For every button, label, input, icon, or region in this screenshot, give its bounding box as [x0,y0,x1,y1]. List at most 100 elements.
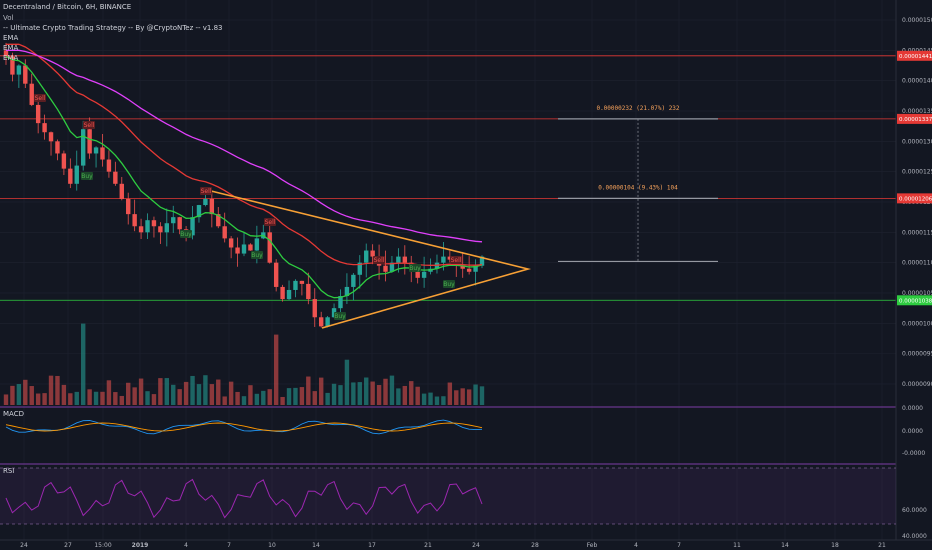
volume-bar [293,387,298,405]
volume-bar [409,381,414,405]
candle-body [318,317,324,327]
candle-body [10,56,15,75]
candle-body [87,129,92,154]
volume-bar [364,377,369,405]
triangle-pattern [206,189,532,329]
candle-body [222,226,227,239]
signal-badge [450,256,462,264]
time-axis: 24 27 15:00 2019 4 7 10 14 17 21 24 28 Feb 4 7 11 14 18 21 [20,542,886,549]
candle-body [351,274,356,287]
volume-bar [80,323,86,405]
volume-bar [473,384,478,405]
volume-bar [273,334,279,405]
time-tick-label: 14 [781,542,789,549]
volume-bar [306,376,311,405]
time-tick-label: 11 [733,542,741,549]
candle-body [447,256,453,260]
price-tick-label: 0.00001100 [902,260,932,267]
volume-bar [93,391,99,405]
volume-bar [23,379,28,405]
time-tick-label: 14 [312,542,320,549]
price-tick-label: 0.00001000 [902,320,932,327]
volume-bar [280,396,285,405]
volume-bar [441,396,446,405]
volume-bar [87,389,92,405]
volume-bar [158,378,163,405]
volume-bar [171,384,176,405]
ema-label-1: EMA [3,34,19,42]
chart-title: Decentraland / Bitcoin, 6H, BINANCE [3,3,132,11]
signal-badge [81,172,93,180]
price-tick-label: 0.00001500 [902,17,932,24]
candle-body [93,147,99,154]
price-tick-label: 0.00001250 [902,169,932,176]
ema-slow-line [6,49,483,243]
signal-label: Buy [443,281,455,288]
candle-body [80,129,86,166]
volume-bar [383,378,388,405]
candle-body [113,171,118,184]
volume-bar [434,396,440,405]
volume-bar [138,378,144,405]
volume-bar [190,375,195,405]
volume-bar [428,392,433,405]
candle-body [267,232,272,263]
candle-body [74,165,79,184]
candle-body [61,153,67,169]
volume-bar [241,396,247,405]
macd-signal-line [5,422,483,432]
volume-bar [338,385,343,405]
candle-body [35,104,41,124]
candle-body [203,198,208,206]
candle-body [29,83,34,105]
signal-badge [83,121,95,129]
candle-body [466,268,472,272]
candle-body [16,65,22,75]
volume-bar [222,396,227,405]
candle-body [164,223,170,233]
volume-bar [370,381,375,405]
rsi-tick-label: 60.0000 [902,507,927,514]
volume-bar [254,393,260,405]
volume-bar [216,379,221,405]
triangle-lines [206,189,532,329]
candle-body [293,280,298,290]
volume-bar [164,378,170,405]
volume-bar [126,382,131,405]
time-tick-label: 24 [20,542,28,549]
volume-bar [10,385,15,405]
candle-body [151,220,157,227]
volume-bar [466,389,472,405]
measure-label-1: 0.00000232 (21.07%) 232 [596,105,679,112]
signal-badge [334,312,346,320]
candle-body [126,198,131,215]
grid [0,0,896,540]
volume-bar [183,381,189,405]
volume-bar [331,383,337,405]
time-tick-label: 4 [184,542,188,549]
candle-body [344,286,350,297]
ema-lines [5,43,483,299]
time-tick-label: 15:00 [94,542,111,549]
candle-body [389,262,395,272]
candle-body [158,226,163,233]
candle-body [479,256,485,266]
candle-body [421,271,427,278]
price-badge [897,193,932,204]
signal-label: Buy [251,252,263,259]
signal-label: Buy [409,265,421,272]
candle-body [325,317,330,327]
price-badge [897,50,932,61]
candle-body [216,214,221,227]
volume-bar [248,385,253,405]
volume-bar [61,384,67,405]
price-tick-label: 0.00001050 [902,290,932,297]
time-tick-label: 4 [634,542,638,549]
candle-body [383,265,388,272]
price-tick-label: 0.00001300 [902,138,932,145]
candle-body [55,141,60,154]
candle-body [306,283,311,300]
candle-body [235,247,240,254]
